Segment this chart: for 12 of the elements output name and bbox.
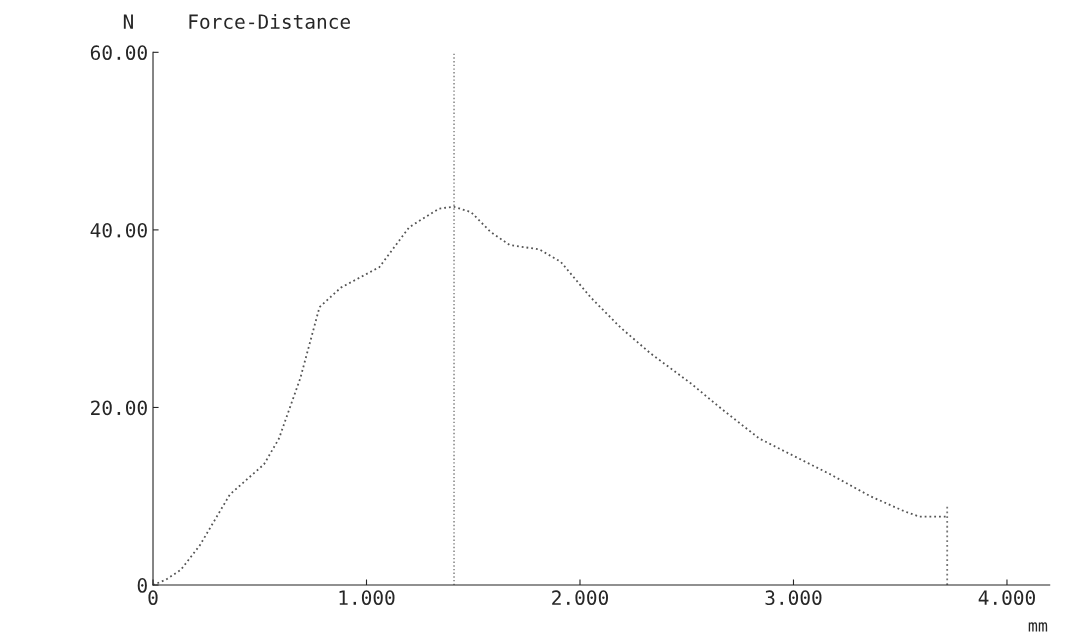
x-tick-label: 4.000 (978, 590, 1035, 606)
x-tick-label: 2.000 (552, 590, 608, 606)
x-axis-title: mm (1028, 622, 1048, 632)
chart-title: Force-Distance (189, 13, 350, 29)
x-tick-label: 0 (148, 590, 158, 606)
y-tick-label: 0 (137, 578, 147, 593)
y-axis-title: N (123, 14, 133, 29)
x-tick-label: 3.000 (765, 590, 822, 606)
x-tick-label: 1.000 (339, 590, 395, 606)
y-tick-label: 20.00 (91, 400, 147, 416)
y-tick-label: 40.00 (90, 222, 147, 238)
y-tick-label: 60.00 (90, 45, 147, 61)
